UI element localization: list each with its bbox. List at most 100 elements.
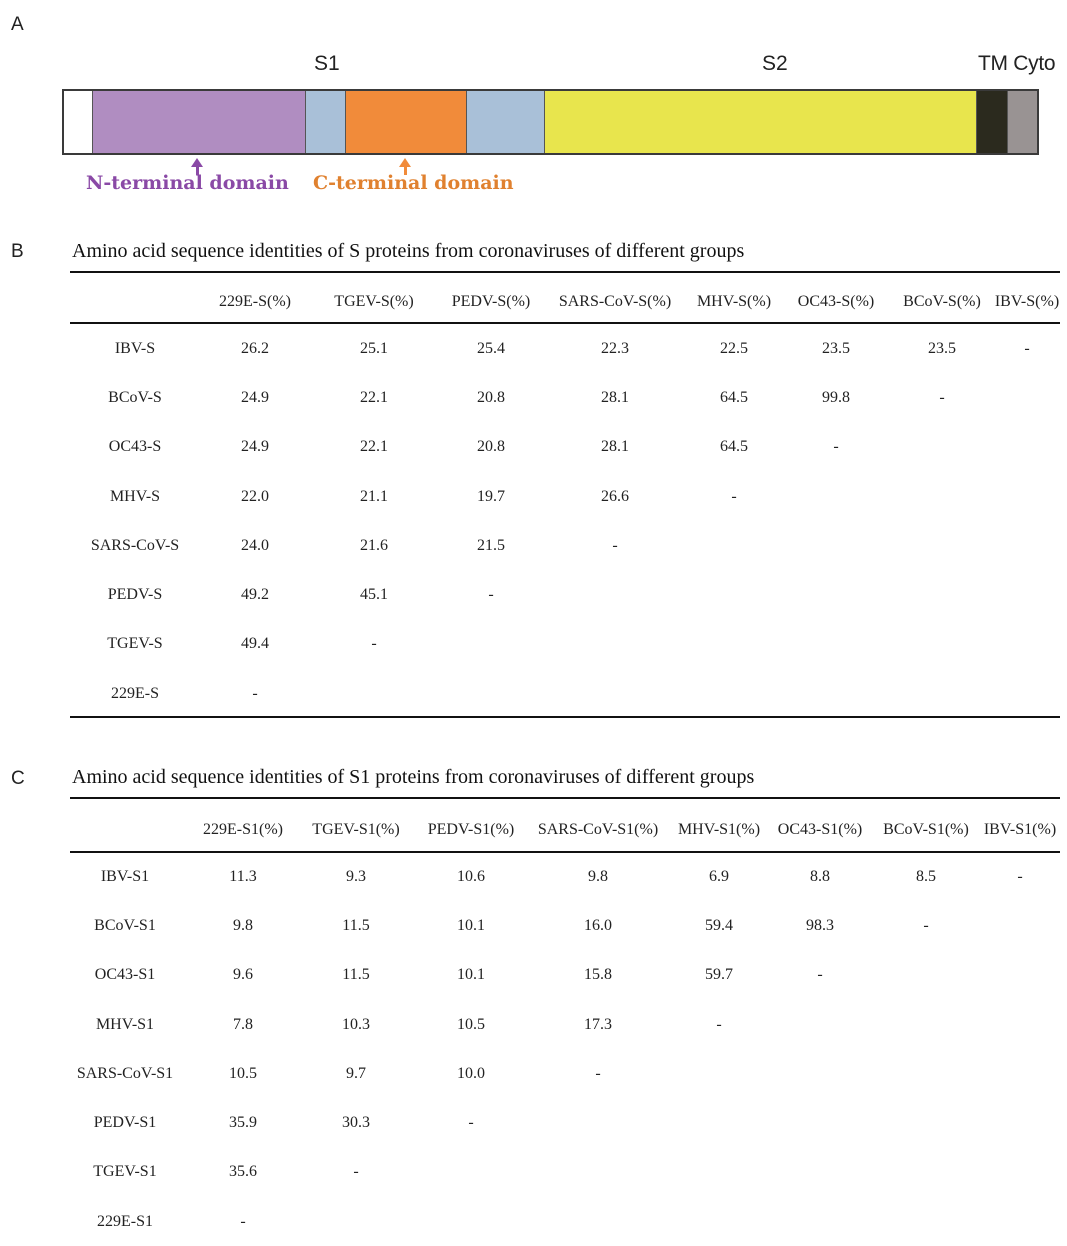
segment-s2 — [543, 91, 977, 153]
spike-protein-domain-bar — [62, 89, 1039, 155]
panel-c-identity-cell: 9.6 — [233, 966, 253, 984]
panel-b-table-row: SARS-CoV-S 24.0 21.6 21.5 - — [70, 521, 1060, 570]
panel-b-identity-cell: - — [488, 586, 494, 604]
panel-c-identity-cell: 7.8 — [233, 1015, 253, 1033]
panel-c-identity-cell: 10.5 — [457, 1015, 485, 1033]
panel-b-top-rule — [70, 271, 1060, 273]
panel-b-identity-cell: - — [252, 684, 258, 702]
panel-b-identity-cell — [686, 570, 782, 619]
panel-c-table-row: 229E-S1 - — [58, 1197, 1062, 1246]
panel-c-identity-cell: 11.5 — [342, 916, 370, 934]
panel-b-identity-cell — [686, 620, 782, 669]
panel-b-table-row: OC43-S 24.9 22.1 20.8 28.1 64.5 - — [70, 423, 1060, 472]
panel-c-identity-cell: - — [923, 916, 929, 934]
panel-b-identity-cell: 49.2 — [241, 586, 269, 604]
n-terminal-arrow-head — [191, 158, 203, 167]
segment-tm — [976, 91, 1008, 153]
panel-c-identity-cell: 15.8 — [584, 966, 612, 984]
panel-b-identity-cell — [890, 472, 994, 521]
panel-c-table-row: PEDV-S1 35.9 30.3 - — [58, 1098, 1062, 1147]
panel-b-row-label: MHV-S — [109, 487, 161, 505]
panel-c-column-header: IBV-S1(%) — [983, 821, 1057, 838]
panel-c-header-rule — [70, 851, 1060, 853]
panel-b-identity-cell — [890, 669, 994, 718]
panel-b-identity-cell: 23.5 — [928, 339, 956, 357]
c-terminal-arrow-stem — [404, 166, 407, 175]
s2-label: S2 — [762, 52, 788, 75]
panel-c-identity-cell — [672, 1049, 766, 1098]
panel-c-row-label: OC43-S1 — [94, 966, 156, 984]
panel-b-identity-cell: 24.0 — [241, 536, 269, 554]
panel-c-identity-cell: 9.8 — [233, 916, 253, 934]
panel-b-identity-cell — [782, 620, 890, 669]
panel-c-identity-cell — [418, 1148, 524, 1197]
panel-b-identity-cell — [994, 669, 1060, 718]
panel-b-identity-cell: 45.1 — [360, 586, 388, 604]
panel-c-row-label: BCoV-S1 — [94, 916, 156, 934]
panel-b-identity-cell: 28.1 — [601, 388, 629, 406]
s1-protein-identity-table: 229E-S1(%) TGEV-S1(%) PEDV-S1(%) SARS-CoV-S… — [58, 808, 1062, 1246]
panel-b-identity-cell — [544, 669, 686, 718]
panel-b-identity-cell: 19.7 — [477, 487, 505, 505]
panel-b-identity-cell — [994, 472, 1060, 521]
panel-b-column-header: MHV-S(%) — [696, 293, 772, 310]
panel-b-column-header: IBV-S(%) — [994, 293, 1060, 310]
panel-b-identity-cell: 21.1 — [360, 487, 388, 505]
panel-c-row-label: MHV-S1 — [95, 1015, 155, 1033]
panel-c-identity-cell: - — [716, 1015, 722, 1033]
panel-b-identity-cell: 22.5 — [720, 339, 748, 357]
panel-b-table-row: IBV-S 26.2 25.1 25.4 22.3 22.5 23.5 23.5 - — [70, 324, 1060, 373]
panel-b-identity-cell: 24.9 — [241, 438, 269, 456]
panel-b-identity-cell — [438, 669, 544, 718]
panel-b-identity-cell: 25.4 — [477, 339, 505, 357]
panel-c-identity-cell: 35.6 — [229, 1163, 257, 1181]
panel-c-identity-cell — [524, 1197, 672, 1246]
panel-c-table-row: OC43-S1 9.6 11.5 10.1 15.8 59.7 - — [58, 951, 1062, 1000]
panel-c-identity-cell — [978, 1049, 1062, 1098]
panel-c-identity-cell — [766, 1049, 874, 1098]
panel-b-identity-cell — [686, 521, 782, 570]
panel-b-identity-cell: 26.2 — [241, 339, 269, 357]
panel-c-column-header: TGEV-S1(%) — [312, 821, 400, 838]
panel-c-column-header: MHV-S1(%) — [677, 821, 761, 838]
panel-c-identity-cell — [766, 1148, 874, 1197]
panel-b-identity-cell: 64.5 — [720, 388, 748, 406]
panel-c-identity-cell — [418, 1197, 524, 1246]
panel-b-table-row: PEDV-S 49.2 45.1 - — [70, 570, 1060, 619]
panel-b-identity-cell: 64.5 — [720, 438, 748, 456]
panel-c-identity-cell: 9.7 — [346, 1064, 366, 1082]
panel-b-identity-cell: - — [731, 487, 737, 505]
c-terminal-domain-label: C-terminal domain — [313, 172, 514, 194]
panel-c-identity-cell: 16.0 — [584, 916, 612, 934]
panel-c-corner-cell — [58, 808, 192, 852]
panel-c-column-header: SARS-CoV-S1(%) — [537, 821, 659, 838]
panel-b-letter: B — [11, 241, 24, 262]
panel-c-identity-cell — [874, 1000, 978, 1049]
panel-b-identity-cell: 25.1 — [360, 339, 388, 357]
panel-b-row-label: BCoV-S — [108, 388, 162, 406]
segment-signal — [64, 91, 92, 153]
panel-b-column-header: SARS-CoV-S(%) — [558, 293, 672, 310]
panel-c-column-header: BCoV-S1(%) — [883, 821, 969, 838]
panel-b-identity-cell — [890, 423, 994, 472]
panel-b-identity-cell — [438, 620, 544, 669]
segment-linker-1 — [305, 91, 345, 153]
n-terminal-domain-label: N-terminal domain — [86, 172, 289, 194]
panel-c-identity-cell: 8.5 — [916, 867, 936, 885]
panel-c-identity-cell — [978, 951, 1062, 1000]
panel-b-column-header: BCoV-S(%) — [903, 293, 981, 310]
panel-b-row-label: 229E-S — [111, 684, 159, 702]
panel-c-table-row: TGEV-S1 35.6 - — [58, 1148, 1062, 1197]
panel-c-identity-cell — [766, 1000, 874, 1049]
panel-c-identity-cell — [672, 1197, 766, 1246]
panel-b-identity-cell: - — [1024, 339, 1030, 357]
panel-b-table-row: 229E-S - — [70, 669, 1060, 718]
panel-b-identity-cell — [782, 570, 890, 619]
panel-a-letter: A — [11, 14, 24, 35]
n-terminal-arrow-stem — [196, 166, 199, 175]
panel-b-identity-cell — [994, 521, 1060, 570]
segment-linker-2 — [466, 91, 544, 153]
panel-b-identity-cell: - — [371, 635, 377, 653]
panel-c-identity-cell: 9.3 — [346, 867, 366, 885]
panel-b-header-rule — [70, 322, 1060, 324]
